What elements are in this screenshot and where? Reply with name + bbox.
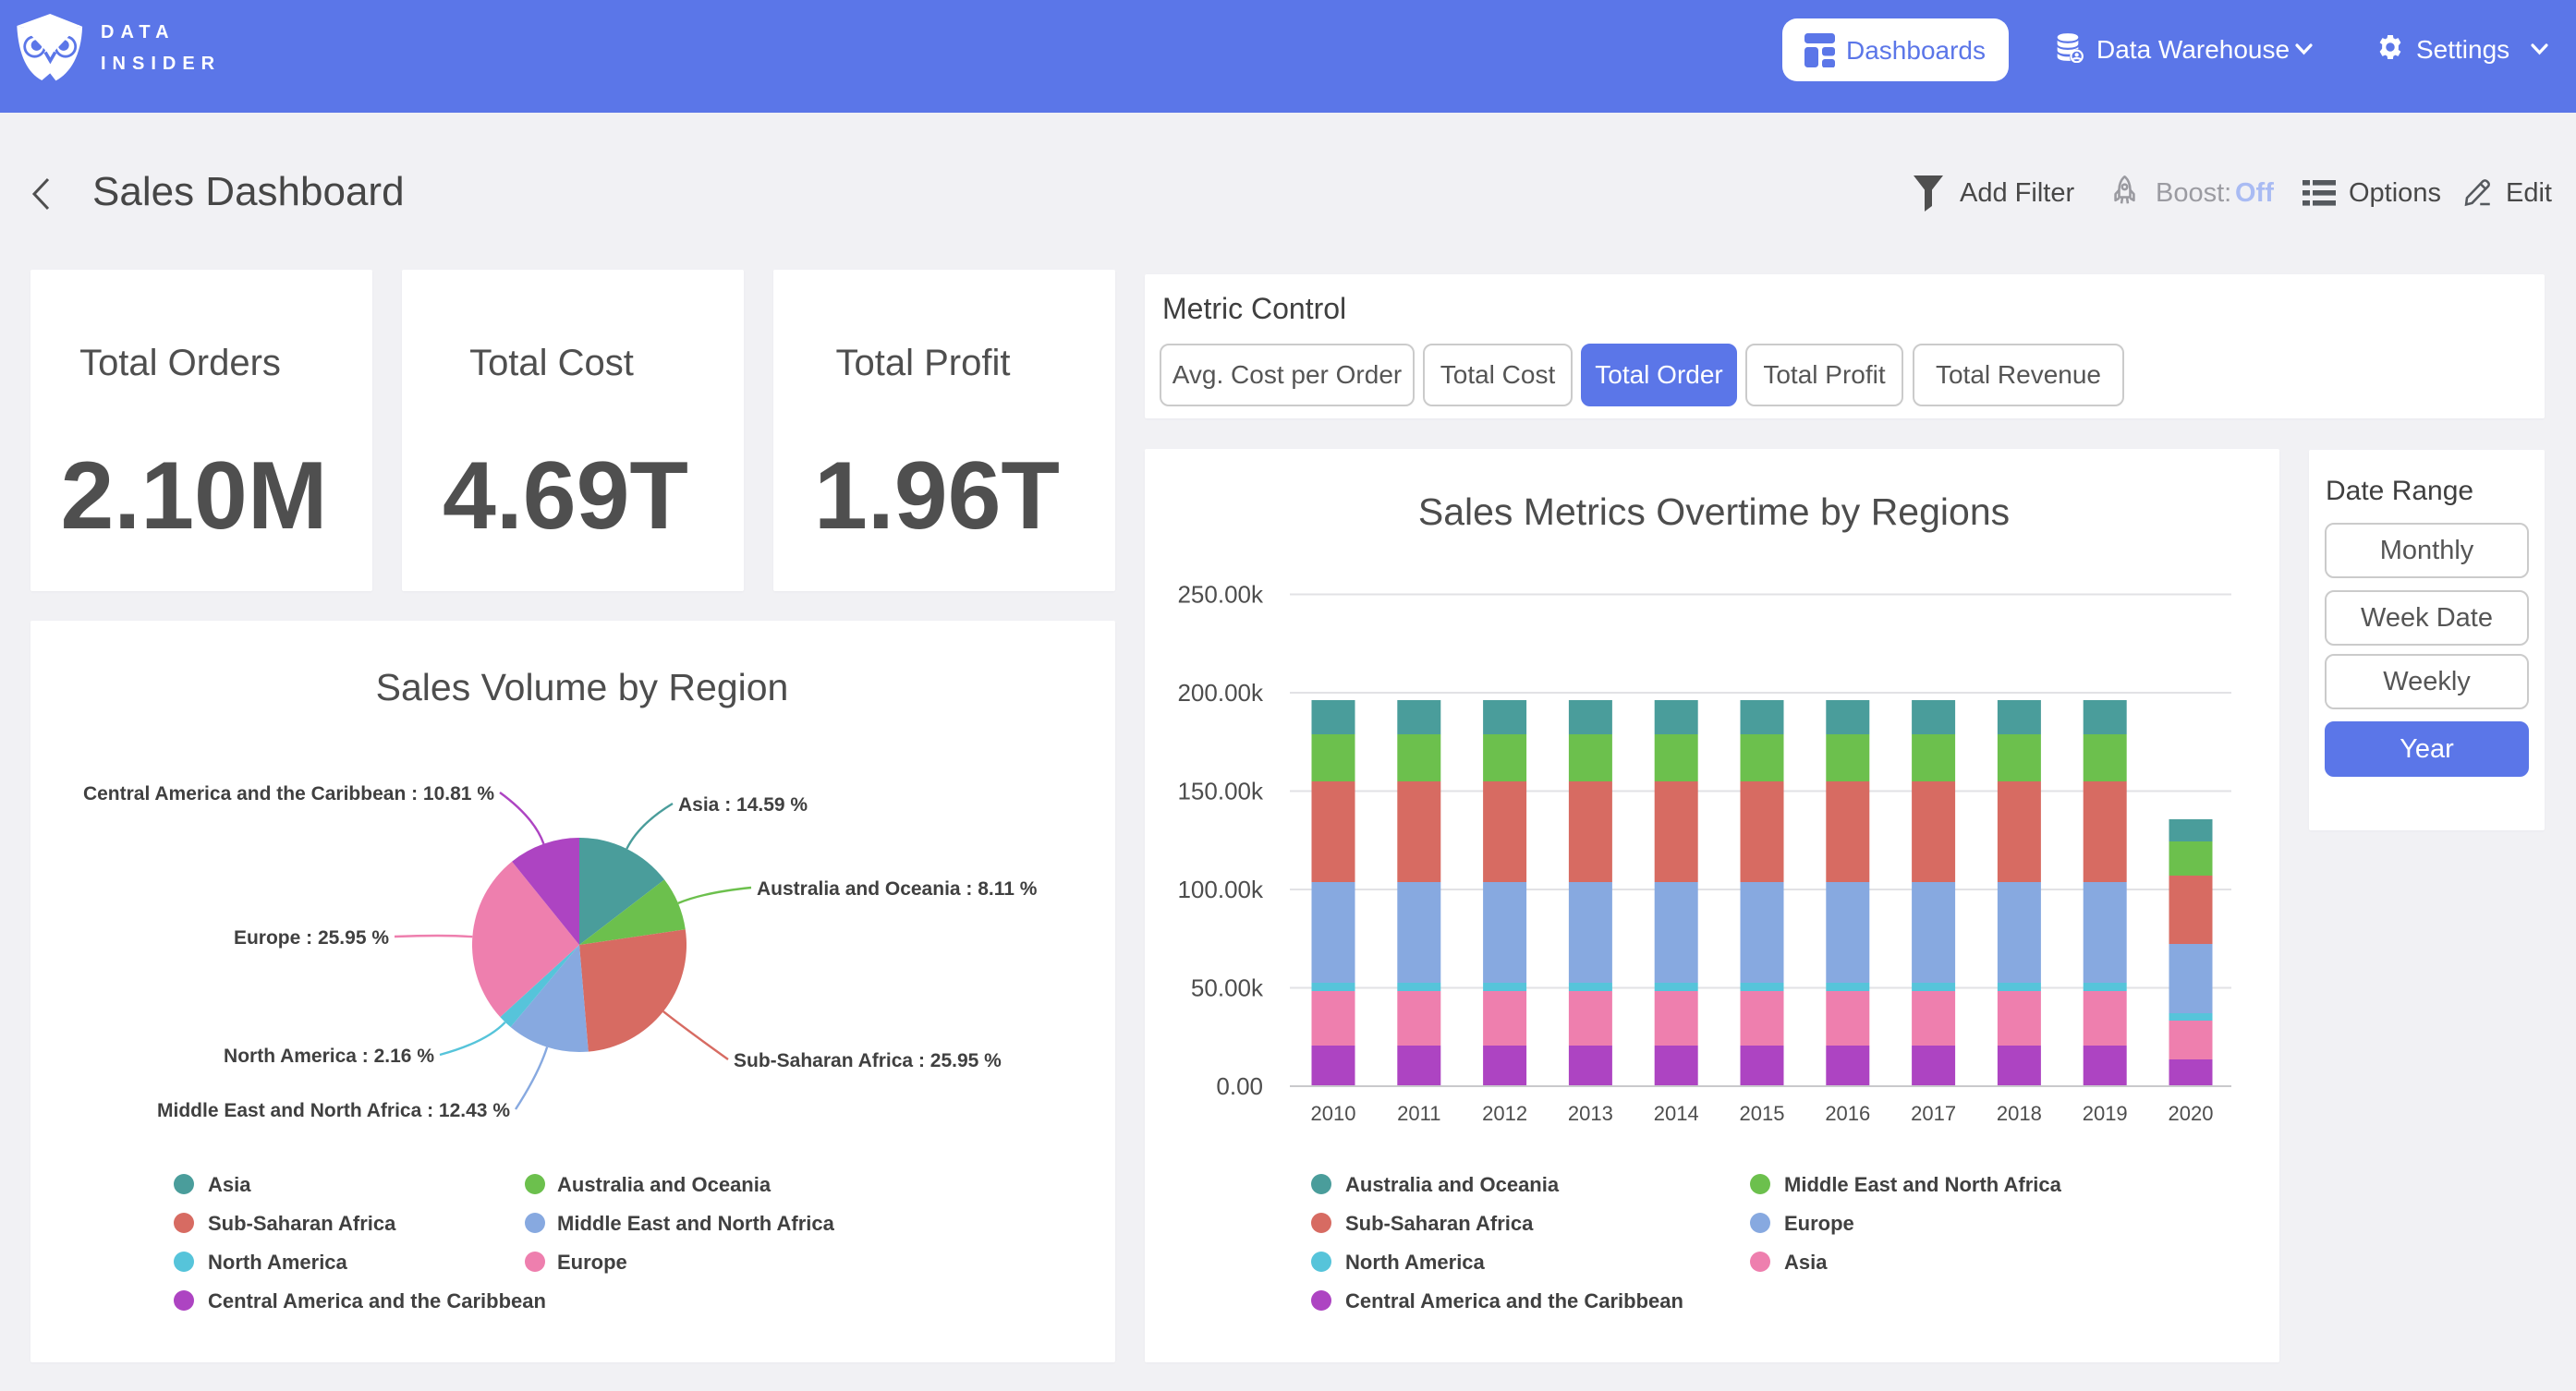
svg-text:Asia: Asia: [1784, 1251, 1828, 1274]
svg-text:200.00k: 200.00k: [1177, 679, 1264, 707]
svg-text:2016: 2016: [1825, 1102, 1870, 1125]
svg-text:100.00k: 100.00k: [1177, 876, 1264, 903]
svg-text:Australia and Oceania: Australia and Oceania: [1345, 1173, 1560, 1196]
svg-text:2018: 2018: [1997, 1102, 2042, 1125]
svg-text:Sub-Saharan Africa: Sub-Saharan Africa: [1345, 1212, 1534, 1235]
svg-text:Middle East and North Africa :: Middle East and North Africa : 12.43 %: [157, 1100, 510, 1121]
svg-text:2020: 2020: [2169, 1102, 2214, 1125]
svg-text:2013: 2013: [1568, 1102, 1613, 1125]
svg-text:Europe : 25.95 %: Europe : 25.95 %: [234, 927, 389, 949]
svg-text:Australia and Oceania : 8.11 %: Australia and Oceania : 8.11 %: [757, 878, 1038, 900]
svg-text:North America: North America: [208, 1251, 348, 1274]
svg-text:Central America and the Caribb: Central America and the Caribbean : 10.8…: [83, 783, 494, 804]
svg-text:2011: 2011: [1397, 1102, 1440, 1125]
svg-text:Asia: Asia: [208, 1173, 251, 1196]
svg-text:2012: 2012: [1482, 1102, 1527, 1125]
svg-text:250.00k: 250.00k: [1177, 581, 1264, 609]
svg-text:2015: 2015: [1740, 1102, 1785, 1125]
svg-text:Asia : 14.59 %: Asia : 14.59 %: [678, 794, 808, 816]
svg-text:North America : 2.16 %: North America : 2.16 %: [224, 1046, 434, 1067]
svg-text:0.00: 0.00: [1216, 1072, 1263, 1100]
svg-text:2014: 2014: [1654, 1102, 1699, 1125]
svg-text:Europe: Europe: [557, 1251, 627, 1274]
svg-text:Central America and the Caribb: Central America and the Caribbean: [1345, 1289, 1683, 1312]
svg-text:2017: 2017: [1911, 1102, 1956, 1125]
svg-text:2010: 2010: [1311, 1102, 1356, 1125]
svg-text:North America: North America: [1345, 1251, 1486, 1274]
svg-text:Europe: Europe: [1784, 1212, 1854, 1235]
svg-text:Middle East and North Africa: Middle East and North Africa: [1784, 1173, 2062, 1196]
svg-text:Sub-Saharan Africa: Sub-Saharan Africa: [208, 1212, 396, 1235]
svg-text:Sales Metrics Overtime by Regi: Sales Metrics Overtime by Regions: [1418, 490, 2010, 533]
svg-text:Australia and Oceania: Australia and Oceania: [557, 1173, 772, 1196]
svg-text:Central America and the Caribb: Central America and the Caribbean: [208, 1289, 546, 1312]
svg-text:2019: 2019: [2083, 1102, 2128, 1125]
svg-text:Sub-Saharan Africa : 25.95 %: Sub-Saharan Africa : 25.95 %: [734, 1050, 1002, 1071]
svg-text:Middle East and North Africa: Middle East and North Africa: [557, 1212, 835, 1235]
svg-text:50.00k: 50.00k: [1191, 974, 1264, 1002]
svg-text:150.00k: 150.00k: [1177, 778, 1264, 805]
svg-text:Sales Volume by Region: Sales Volume by Region: [376, 666, 789, 708]
